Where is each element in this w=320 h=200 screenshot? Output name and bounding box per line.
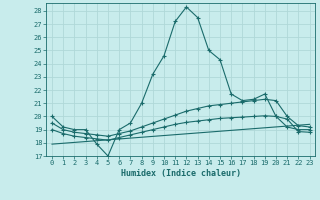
X-axis label: Humidex (Indice chaleur): Humidex (Indice chaleur) xyxy=(121,169,241,178)
